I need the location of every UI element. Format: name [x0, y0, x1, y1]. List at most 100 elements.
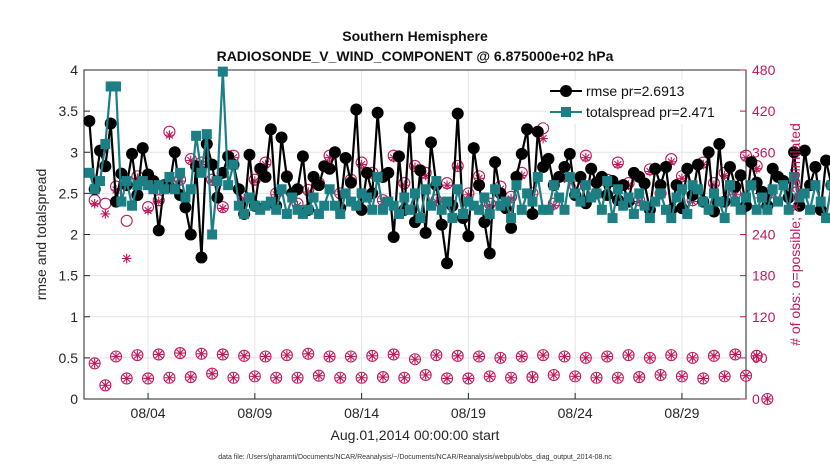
- rmse-point: [243, 148, 256, 161]
- obs-assimilated-point: [292, 372, 303, 383]
- y-right-tick-label: 420: [752, 103, 776, 119]
- obs-assimilated-point: [111, 351, 121, 362]
- totalspread-point: [698, 196, 709, 207]
- totalspread-point: [538, 204, 549, 215]
- rmse-point: [211, 191, 224, 204]
- totalspread-point: [265, 196, 276, 207]
- totalspread-point: [335, 208, 346, 219]
- rmse-point: [179, 201, 192, 214]
- rmse-point: [275, 131, 288, 144]
- totalspread-point: [495, 200, 506, 211]
- totalspread-point: [650, 196, 661, 207]
- obs-assimilated-point: [719, 170, 730, 181]
- obs-possible-point: [227, 371, 240, 384]
- rmse-point: [462, 230, 475, 243]
- obs-possible-point: [665, 349, 678, 362]
- obs-assimilated-point: [388, 349, 399, 360]
- obs-assimilated-point: [239, 194, 249, 204]
- totalspread-point: [228, 159, 239, 170]
- obs-possible-point: [408, 353, 422, 366]
- totalspread-point: [708, 188, 719, 199]
- obs-assimilated-point: [250, 176, 260, 186]
- obs-assimilated-point: [335, 372, 346, 383]
- totalspread-point: [329, 200, 340, 211]
- rmse-point: [734, 169, 747, 182]
- obs-assimilated-point: [709, 180, 719, 190]
- totalspread-point: [634, 188, 645, 199]
- totalspread-point: [164, 171, 175, 182]
- totalspread-point: [271, 204, 282, 215]
- rmse-point: [328, 146, 341, 159]
- totalspread-point: [367, 204, 378, 215]
- rmse-point: [563, 147, 576, 160]
- obs-possible-point: [483, 370, 496, 383]
- x-tick-label: 08/29: [664, 405, 699, 421]
- rmse-point: [809, 161, 822, 174]
- obs-possible-point: [344, 350, 357, 363]
- totalspread-point: [570, 188, 581, 199]
- rmse-point: [553, 170, 566, 183]
- obs-possible-point: [537, 349, 550, 362]
- chart-subtitle: RADIOSONDE_V_WIND_COMPONENT @ 6.875000e+…: [217, 48, 614, 64]
- rmse-point: [473, 179, 486, 192]
- x-tick-label: 08/04: [131, 405, 166, 421]
- totalspread-point: [666, 213, 677, 224]
- totalspread-point: [463, 196, 474, 207]
- obs-assimilated-point: [303, 348, 314, 359]
- rmse-point: [296, 150, 309, 163]
- totalspread-point: [826, 180, 830, 191]
- obs-possible-point: [729, 348, 742, 361]
- obs-assimilated-point: [260, 351, 271, 362]
- totalspread-point: [676, 184, 687, 195]
- obs-assimilated-point: [762, 189, 773, 200]
- totalspread-point: [404, 204, 415, 215]
- obs-possible-point: [387, 348, 400, 361]
- obs-assimilated-point: [314, 370, 324, 381]
- obs-assimilated-point: [420, 370, 431, 380]
- totalspread-point: [201, 129, 212, 140]
- totalspread-point: [351, 200, 362, 211]
- obs-assimilated-point: [506, 194, 516, 204]
- rmse-point: [798, 144, 811, 157]
- x-tick-label: 08/14: [344, 405, 379, 421]
- totalspread-point: [153, 180, 164, 191]
- obs-assimilated-point: [100, 209, 111, 219]
- totalspread-point: [255, 204, 266, 215]
- rmse-point: [467, 142, 480, 155]
- rmse-point: [483, 247, 496, 260]
- series-obs-1: [89, 348, 773, 404]
- obs-possible-point: [718, 370, 731, 383]
- obs-possible-point: [750, 349, 763, 362]
- totalspread-point: [191, 130, 202, 141]
- obs-assimilated-point: [741, 152, 751, 163]
- rmse-point: [558, 161, 571, 174]
- obs-possible-point: [440, 372, 454, 385]
- rmse-point: [435, 218, 448, 231]
- y-axis-label: rmse and totalspread: [33, 169, 49, 301]
- x-axis: 08/04 08/09 08/14 08/19 08/24 08/29: [131, 393, 700, 421]
- totalspread-point: [724, 180, 735, 191]
- obs-possible-point: [451, 349, 464, 362]
- totalspread-point: [415, 213, 426, 224]
- obs-assimilated-point: [730, 189, 741, 200]
- series-rmse: [83, 103, 830, 270]
- obs-assimilated-point: [239, 351, 249, 361]
- obs-possible-point: [238, 349, 251, 362]
- totalspread-point: [612, 184, 623, 195]
- obs-possible-point: [152, 348, 165, 361]
- obs-assimilated-point: [153, 349, 164, 360]
- obs-possible-point: [120, 214, 133, 227]
- totalspread-point: [319, 200, 330, 211]
- obs-possible-point: [462, 372, 475, 385]
- obs-assimilated-point: [591, 372, 602, 383]
- obs-possible-point: [174, 347, 187, 360]
- obs-assimilated-point: [677, 173, 687, 184]
- obs-assimilated-point: [602, 351, 612, 362]
- obs-assimilated-point: [175, 176, 185, 186]
- y-right-tick-label: 120: [752, 309, 776, 325]
- rmse-point: [392, 150, 405, 163]
- totalspread-point: [420, 184, 431, 195]
- totalspread-point: [175, 167, 186, 178]
- obs-possible-point: [312, 369, 325, 382]
